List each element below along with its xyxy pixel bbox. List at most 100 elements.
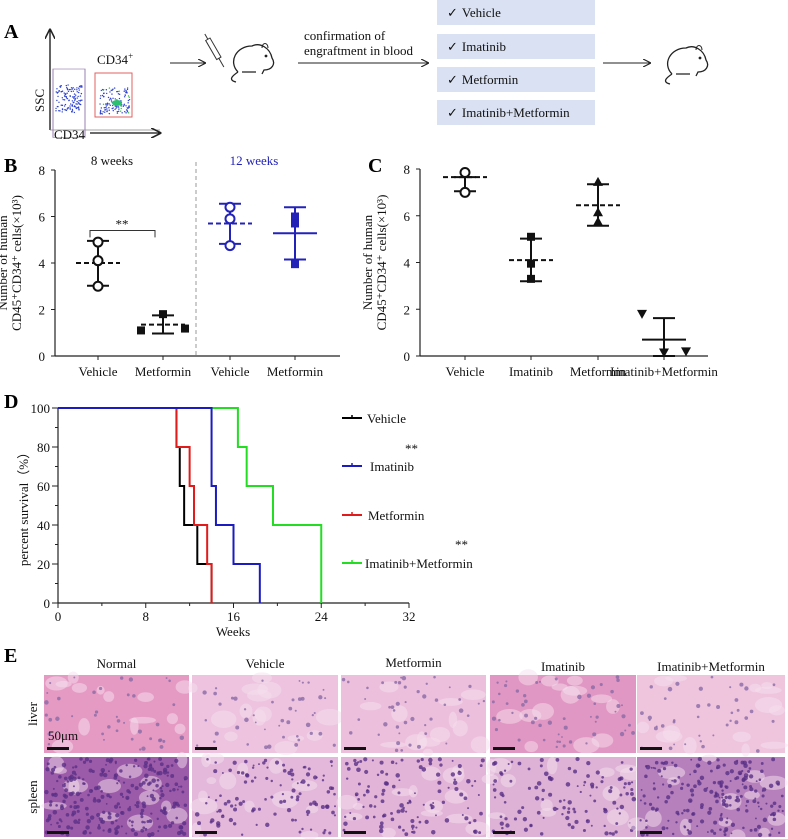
- significance-mark: **: [405, 441, 418, 456]
- histology-column-label: Normal: [97, 656, 137, 671]
- y-tick-label: 100: [31, 401, 51, 416]
- data-point: [637, 309, 647, 319]
- x-tick-label: Vehicle: [211, 364, 250, 379]
- y-tick-label: 20: [37, 557, 50, 572]
- x-tick-label: Metformin: [135, 364, 192, 379]
- data-point: [137, 326, 145, 335]
- scale-bar-label: 50μm: [48, 728, 78, 743]
- x-tick-label: Vehicle: [79, 364, 118, 379]
- histology-column-label: Vehicle: [246, 656, 285, 671]
- histology-column-label: Metformin: [385, 655, 442, 670]
- histology-column-label: Imatinib: [541, 659, 585, 674]
- y-tick-label: 0: [44, 596, 51, 611]
- x-tick-label: 8: [143, 609, 150, 624]
- scale-bar: [344, 747, 366, 750]
- x-tick-label: Metformin: [267, 364, 324, 379]
- histology-image: [627, 754, 788, 839]
- panel-label-d: D: [4, 391, 18, 413]
- data-point: [224, 213, 236, 225]
- treatment-box: [437, 67, 595, 92]
- histology-image: [341, 675, 490, 757]
- x-tick-label: 16: [227, 609, 241, 624]
- scale-bar: [493, 747, 515, 750]
- x-tick-label: 0: [55, 609, 62, 624]
- flow-y-label: SSC: [32, 89, 47, 112]
- y-tick-label: 6: [404, 209, 411, 224]
- data-point: [92, 236, 104, 248]
- group-metformin: Metformin: [570, 176, 627, 379]
- histology-image: [41, 751, 189, 838]
- panel-a-schematic: SSC CD34 CD34+ confirmation of engraftme…: [32, 0, 709, 142]
- treatment-label: ✓ Imatinib: [447, 39, 506, 54]
- data-point: [459, 186, 471, 198]
- data-point: [593, 176, 603, 186]
- histology-image: [188, 672, 344, 756]
- group-vehicle: Vehicle: [76, 236, 120, 379]
- scale-bar: [640, 831, 662, 834]
- survival-curve-imatinib: [58, 407, 261, 603]
- data-point: [92, 280, 104, 292]
- y-tick-label: 80: [37, 440, 50, 455]
- data-point: [224, 201, 236, 213]
- x-tick-label: Vehicle: [446, 364, 485, 379]
- treatment-box: [437, 0, 595, 25]
- data-point: [527, 259, 535, 268]
- y-axis-label: CD45⁺CD34⁺ cells(×10³): [374, 195, 389, 331]
- data-point: [527, 232, 535, 241]
- legend-label: Imatinib: [370, 459, 414, 474]
- data-point: [527, 274, 535, 283]
- data-point: [459, 167, 471, 179]
- survival-curve-imatinib-metformin: [58, 407, 323, 603]
- scale-bar: [640, 747, 662, 750]
- scale-bar: [195, 831, 217, 834]
- histology-image: [44, 671, 194, 754]
- treatment-label: ✓ Imatinib+Metformin: [447, 105, 570, 120]
- panel-label-c: C: [368, 155, 382, 177]
- x-axis-label: Weeks: [216, 624, 250, 639]
- arrow-text-line2: engraftment in blood: [304, 43, 414, 58]
- histology-image: [481, 756, 645, 839]
- x-tick-label: Metformin: [570, 364, 627, 379]
- panel-label-e: E: [4, 645, 17, 667]
- data-point: [681, 347, 691, 357]
- y-tick-label: 6: [39, 210, 46, 225]
- panel-label-b: B: [4, 155, 17, 177]
- treatment-label: ✓ Metformin: [447, 72, 519, 87]
- treatment-list: ✓ Vehicle ✓ Imatinib ✓ Metformin ✓ Imatinib+Met…: [437, 0, 595, 125]
- panel-d-survival-chart: 0 8 16 24 32 0 20 40 60 80 100 Weeks percent surviva…: [16, 401, 473, 639]
- treatment-box: [437, 34, 595, 59]
- group-imatinib-metformin: Imatinib+Metformin: [610, 309, 718, 379]
- data-point: [291, 212, 299, 221]
- histology-image: [190, 752, 338, 839]
- gate-negative: [52, 68, 86, 138]
- data-point: [92, 255, 104, 267]
- panel-label-a: A: [4, 21, 19, 43]
- y-axis-label: Number of human: [360, 214, 375, 310]
- period-header: 12 weeks: [230, 153, 279, 168]
- x-tick-label: Imatinib+Metformin: [610, 364, 718, 379]
- y-tick-label: 2: [404, 302, 411, 317]
- treatment-box: [437, 100, 595, 125]
- panel-c-chart: 0 2 4 6 8 Number of human CD45⁺CD34⁺ cells(×10…: [360, 162, 718, 379]
- histology-image: [636, 674, 788, 757]
- histology-image: [490, 669, 636, 754]
- y-axis-label: percent survival（%）: [16, 446, 31, 566]
- y-axis-label: Number of human: [0, 215, 10, 311]
- data-point: [181, 324, 189, 333]
- scale-bar: [493, 831, 515, 834]
- legend-label: Vehicle: [367, 411, 406, 426]
- scale-bar: [344, 831, 366, 834]
- histology-row-label: spleen: [25, 780, 40, 814]
- y-axis-label: CD45⁺CD34⁺ cells(×10³): [9, 195, 24, 331]
- survival-curve-vehicle: [58, 407, 213, 603]
- data-point: [159, 310, 167, 319]
- group-metformin: Metformin: [135, 310, 192, 379]
- gate-label: CD34+: [97, 51, 133, 67]
- scale-bar: [47, 831, 69, 834]
- treatment-label: ✓ Vehicle: [447, 5, 501, 20]
- x-tick-label: 32: [403, 609, 416, 624]
- group-imatinib: Imatinib: [509, 232, 553, 379]
- y-tick-label: 60: [37, 479, 50, 494]
